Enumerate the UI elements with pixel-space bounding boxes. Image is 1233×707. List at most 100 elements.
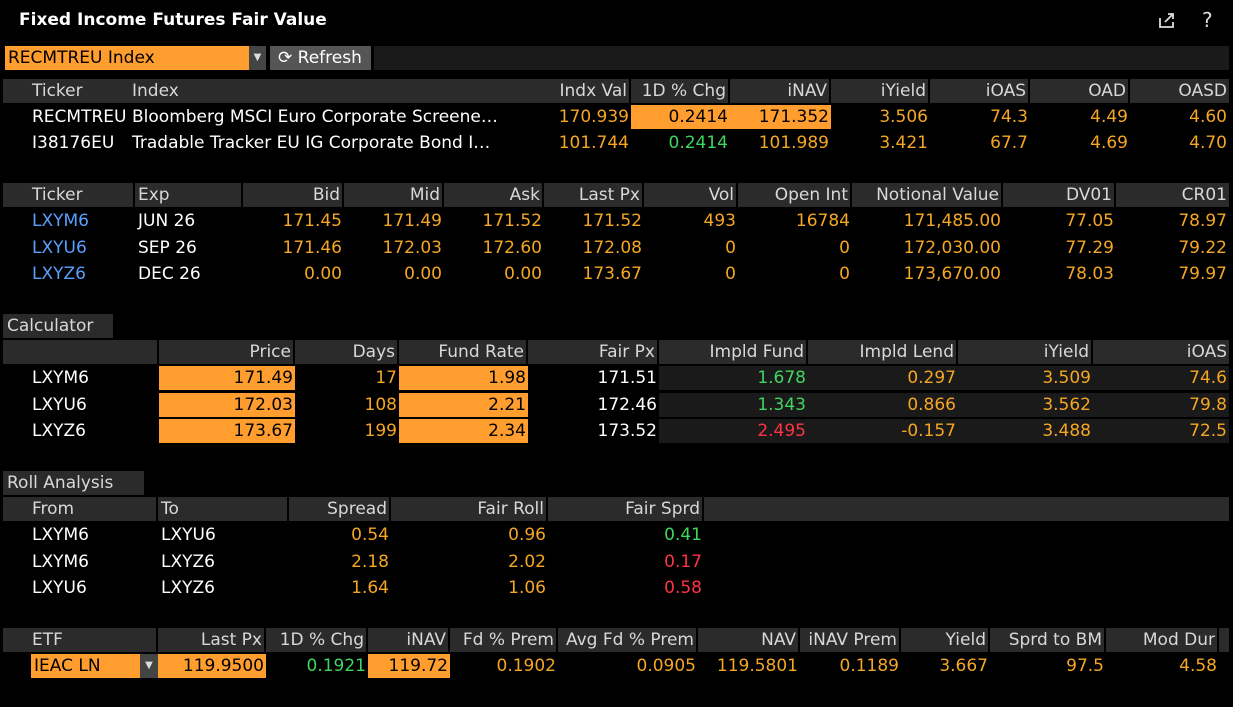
futures-cell-1-4: 172.60 — [482, 237, 542, 258]
index-cell-0-6: 74.3 — [990, 107, 1028, 127]
calc-cell-2-2: 199 — [364, 421, 397, 441]
refresh-button[interactable]: ⟳ Refresh — [270, 46, 371, 70]
chevron-down-icon[interactable]: ▼ — [140, 654, 158, 678]
calc-header-0 — [3, 340, 159, 364]
calc-cell-1-2: 108 — [364, 394, 397, 415]
etf-cell-1[interactable]: 119.9500 — [158, 654, 266, 678]
calc-cell-1-5: 1.343 — [659, 392, 808, 417]
etf-header-10: Mod Dur — [1106, 628, 1219, 652]
calculator-section-label: Calculator — [3, 314, 113, 338]
futures-cell-2-10: 79.97 — [1178, 264, 1227, 284]
help-icon[interactable]: ? — [1202, 8, 1213, 32]
refresh-label: Refresh — [297, 48, 362, 68]
index-cell-1-6: 67.7 — [990, 133, 1028, 153]
calc-cell-0-7: 3.509 — [958, 366, 1093, 390]
calc-header-1: Price — [159, 340, 295, 364]
roll-cell-1-0: LXYM6 — [32, 551, 89, 572]
futures-cell-2-5: 173.67 — [582, 264, 642, 284]
calc-cell-0-1[interactable]: 171.49 — [159, 366, 295, 390]
futures-cell-0-8: 171,485.00 — [903, 211, 1001, 231]
index-header-4: iNAV — [730, 79, 831, 103]
index-header-5: iYield — [831, 79, 930, 103]
futures-header-1: Exp — [135, 183, 243, 207]
futures-cell-2-0[interactable]: LXYZ6 — [32, 264, 86, 284]
calc-cell-1-8: 79.8 — [1093, 392, 1229, 417]
etf-cell-5: 0.0905 — [636, 656, 696, 676]
etf-header-7: iNAV Prem — [800, 628, 901, 652]
etf-header-2: 1D % Chg — [266, 628, 368, 652]
index-cell-1-1: Tradable Tracker EU IG Corporate Bond I… — [132, 133, 491, 153]
roll-cell-0-0: LXYM6 — [32, 525, 89, 545]
etf-header-8: Yield — [901, 628, 990, 652]
index-header-6: iOAS — [930, 79, 1030, 103]
roll-cell-2-4: 0.58 — [664, 578, 702, 598]
calc-cell-2-1[interactable]: 173.67 — [159, 419, 295, 443]
futures-header-4: Ask — [444, 183, 544, 207]
futures-header-9: DV01 — [1003, 183, 1116, 207]
roll-cell-0-3: 0.96 — [508, 525, 546, 545]
futures-cell-0-0[interactable]: LXYM6 — [32, 211, 89, 231]
futures-cell-2-1: DEC 26 — [138, 264, 201, 284]
futures-cell-1-2: 171.46 — [282, 237, 342, 258]
futures-cell-2-2: 0.00 — [304, 264, 342, 284]
calc-header-5: Impld Fund — [659, 340, 808, 364]
etf-header-6: NAV — [698, 628, 800, 652]
etf-select-input[interactable]: IEAC LN — [31, 654, 140, 678]
futures-header-6: Vol — [644, 183, 738, 207]
share-icon[interactable] — [1157, 10, 1177, 35]
calc-cell-0-5: 1.678 — [659, 366, 808, 390]
roll-cell-1-4: 0.17 — [664, 551, 702, 572]
calc-cell-1-3[interactable]: 2.21 — [399, 392, 528, 417]
roll-header-fill — [704, 497, 1229, 521]
index-cell-1-7: 4.69 — [1090, 133, 1128, 153]
futures-cell-1-1: SEP 26 — [138, 237, 197, 258]
futures-cell-1-8: 172,030.00 — [903, 237, 1001, 258]
calc-cell-1-1[interactable]: 172.03 — [159, 392, 295, 417]
index-cell-1-8: 4.70 — [1189, 133, 1227, 153]
index-cell-1-3: 0.2414 — [668, 133, 728, 153]
roll-cell-2-1: LXYZ6 — [161, 578, 215, 598]
index-cell-0-3: 0.2414 — [631, 105, 730, 129]
index-cell-0-7: 4.49 — [1090, 107, 1128, 127]
etf-header-1: Last Px — [158, 628, 266, 652]
etf-header-9: Sprd to BM — [990, 628, 1106, 652]
futures-cell-0-2: 171.45 — [282, 211, 342, 231]
window-title: Fixed Income Futures Fair Value — [19, 10, 327, 30]
security-input[interactable]: RECMTREU Index — [5, 46, 249, 70]
calc-cell-2-8: 72.5 — [1093, 419, 1229, 443]
index-header-2: Indx Val — [525, 79, 631, 103]
index-cell-1-5: 3.421 — [879, 133, 928, 153]
roll-cell-0-1: LXYU6 — [161, 525, 216, 545]
futures-cell-2-3: 0.00 — [404, 264, 442, 284]
calc-header-7: iYield — [958, 340, 1093, 364]
index-cell-0-2: 170.939 — [558, 107, 629, 127]
calc-cell-2-6: -0.157 — [808, 419, 958, 443]
roll-header-3: Fair Roll — [391, 497, 548, 521]
futures-cell-0-1: JUN 26 — [138, 211, 196, 231]
calc-cell-2-7: 3.488 — [958, 419, 1093, 443]
index-cell-0-5: 3.506 — [879, 107, 928, 127]
index-header-8: OASD — [1130, 79, 1229, 103]
futures-header-10: CR01 — [1116, 183, 1229, 207]
roll-header-2: Spread — [289, 497, 391, 521]
calc-cell-1-4: 172.46 — [597, 394, 657, 415]
etf-header-4: Fd % Prem — [450, 628, 558, 652]
index-cell-0-1: Bloomberg MSCI Euro Corporate Screene… — [132, 107, 498, 127]
etf-cell-3[interactable]: 119.72 — [368, 654, 450, 678]
futures-cell-1-0[interactable]: LXYU6 — [32, 237, 87, 258]
etf-cell-7: 0.1189 — [839, 656, 899, 676]
calc-cell-0-4: 171.51 — [597, 368, 657, 388]
futures-cell-1-7: 0 — [839, 237, 850, 258]
futures-header-8: Notional Value — [852, 183, 1003, 207]
calc-cell-0-3[interactable]: 1.98 — [399, 366, 528, 390]
roll-cell-0-4: 0.41 — [664, 525, 702, 545]
roll-cell-1-3: 2.02 — [508, 551, 546, 572]
calc-cell-1-7: 3.562 — [958, 392, 1093, 417]
index-header-1: Index — [128, 79, 525, 103]
futures-cell-2-6: 0 — [725, 264, 736, 284]
etf-header-0: ETF — [3, 628, 158, 652]
futures-cell-0-7: 16784 — [795, 211, 850, 231]
futures-cell-2-7: 0 — [839, 264, 850, 284]
calc-cell-2-3[interactable]: 2.34 — [399, 419, 528, 443]
chevron-down-icon[interactable]: ▼ — [249, 46, 266, 70]
